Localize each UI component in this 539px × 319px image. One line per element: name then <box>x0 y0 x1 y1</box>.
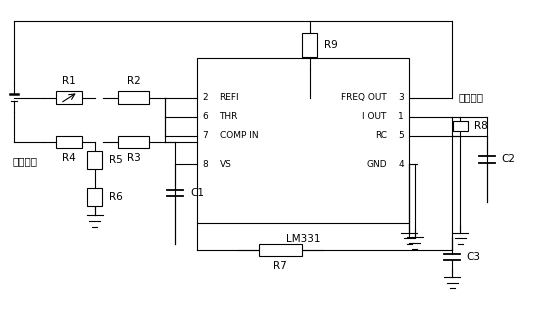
Text: 6: 6 <box>202 112 208 121</box>
Bar <box>259 244 302 256</box>
Text: R5: R5 <box>109 155 122 165</box>
Bar <box>57 136 82 148</box>
Text: C3: C3 <box>467 252 481 262</box>
Text: COMP IN: COMP IN <box>219 131 258 140</box>
Text: THR: THR <box>219 112 238 121</box>
Text: VS: VS <box>219 160 231 169</box>
Text: C1: C1 <box>190 188 204 198</box>
Text: RC: RC <box>375 131 386 140</box>
Text: R4: R4 <box>63 153 76 163</box>
Bar <box>87 151 102 169</box>
Bar <box>197 58 409 223</box>
Text: REFI: REFI <box>219 93 239 102</box>
Text: 5: 5 <box>398 131 404 140</box>
Bar <box>118 136 149 148</box>
Text: R9: R9 <box>324 40 337 50</box>
Text: R8: R8 <box>474 121 488 131</box>
Text: LM331: LM331 <box>286 234 320 244</box>
Text: 3: 3 <box>398 93 404 102</box>
Text: 4: 4 <box>398 160 404 169</box>
Text: 8: 8 <box>202 160 208 169</box>
Bar <box>453 122 468 131</box>
Text: 1: 1 <box>398 112 404 121</box>
Bar <box>57 91 82 104</box>
Text: R7: R7 <box>273 261 287 271</box>
Text: 2: 2 <box>202 93 208 102</box>
Text: R6: R6 <box>109 192 122 202</box>
Text: 7: 7 <box>202 131 208 140</box>
Text: 采样输入: 采样输入 <box>12 156 38 166</box>
Text: I OUT: I OUT <box>362 112 386 121</box>
Text: R3: R3 <box>127 153 141 163</box>
Bar <box>302 33 317 57</box>
Bar <box>87 188 102 206</box>
Text: C2: C2 <box>502 154 516 165</box>
Text: R1: R1 <box>63 77 76 86</box>
Text: 采样输出: 采样输出 <box>459 93 483 103</box>
Text: GND: GND <box>366 160 386 169</box>
Bar <box>118 91 149 104</box>
Text: R2: R2 <box>127 77 141 86</box>
Text: FREQ OUT: FREQ OUT <box>341 93 386 102</box>
